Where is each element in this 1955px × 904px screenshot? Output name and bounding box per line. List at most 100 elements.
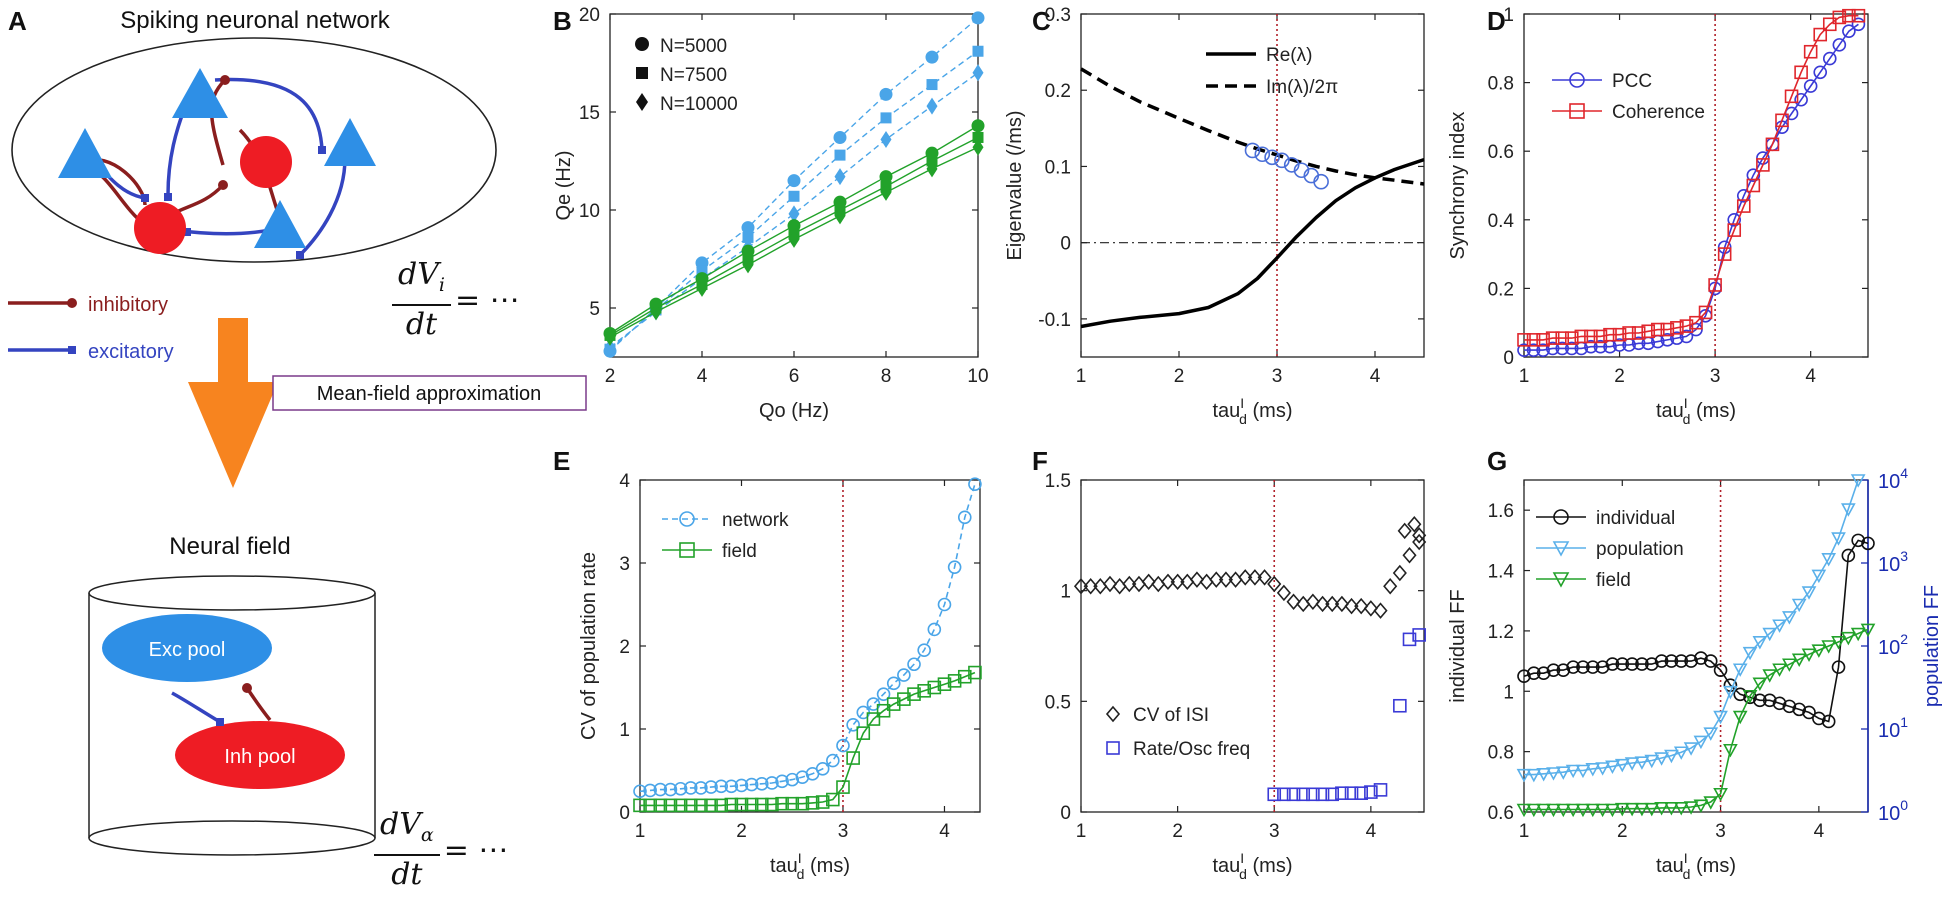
data-point [1654,654,1669,668]
data-point [1850,474,1866,488]
data-point [1791,653,1807,667]
legend-label: N=5000 [660,36,727,57]
data-point [856,726,871,740]
x-label-unit: (ms) [1690,855,1736,877]
data-point [1736,188,1751,203]
data-point [1717,247,1732,261]
data-point [1363,600,1378,617]
equation-fraction: dVi dt [392,258,451,342]
data-point [1841,548,1856,563]
data-point [1654,752,1669,766]
data-point [1313,173,1329,190]
equation-dv: dV [380,807,421,842]
legend-marker [1553,509,1569,525]
x-axis-label: tauI d (ms) [1656,395,1736,427]
exc-terminal [296,251,304,259]
y-axis-label: Qe (Hz) [553,151,575,221]
data-point [643,783,657,798]
x-label-subscript: d [1683,866,1691,882]
x-tick-label: 1 [1076,821,1087,842]
right-tick-base: 10 [1878,637,1900,659]
data-point [1595,803,1610,818]
series-network-line [639,483,976,793]
data-point [788,205,800,223]
panel-letter: D [1487,6,1506,36]
exc-pool [102,614,272,682]
legend-label: Coherence [1612,102,1705,123]
data-point [673,781,688,796]
data-point [704,780,718,794]
data-point [1713,710,1728,725]
data-point [880,112,892,124]
data-point [775,774,789,789]
data-point [1585,803,1601,818]
legend-marker [636,93,648,111]
data-point [633,798,647,813]
data-point [1831,636,1846,650]
data-point [1564,341,1579,356]
data-point [1742,689,1758,704]
data-point [1775,113,1789,128]
y-tick-label: 15 [579,103,600,124]
y-tick-label: 2 [619,637,630,658]
data-point [1218,571,1233,588]
neural-field-cylinder [88,575,376,856]
data-point [1546,803,1561,818]
y-tick-label: 0 [1503,348,1514,369]
right-y-axis-label: population FF [1921,585,1943,707]
x-tick-label: 3 [1269,821,1280,842]
data-point [972,64,984,82]
right-y-tick-label: 103 [1878,548,1908,576]
data-point [1812,711,1826,726]
data-point [1407,516,1422,533]
data-point [1732,663,1748,677]
data-point [650,303,662,321]
x-label-unit: (ms) [804,855,850,877]
x-tick-label: 2 [605,366,616,387]
field-inh-terminal [242,683,252,693]
y-tick-label: 10 [579,201,600,222]
data-point [1791,598,1807,613]
legend-marker [679,511,695,527]
data-point [1335,786,1349,800]
x-tick-label: 2 [1614,366,1625,387]
y-tick-label: 0.1 [1045,157,1071,178]
y-axis-label: Eigenvalue (/ms) [1004,110,1026,260]
right-tick-base: 10 [1878,720,1900,742]
data-point [1315,595,1330,613]
legend-marker [635,37,649,51]
legend-marker [1552,541,1570,557]
data-point [1516,803,1532,818]
y-tick-label: 1 [1503,5,1514,26]
data-point [683,781,698,795]
data-point [1373,783,1388,797]
data-point [1526,343,1541,357]
data-point [1679,329,1694,344]
data-point [1546,663,1561,677]
data-point [1831,532,1846,546]
y-tick-label: 5 [589,299,600,320]
data-point [1850,627,1866,642]
x-tick-label: 2 [1617,821,1628,842]
y-axis-label: Synchrony index [1447,112,1469,260]
data-point [696,279,708,297]
x-label-subscript: d [797,866,805,882]
data-point [1683,742,1699,756]
data-point [1603,327,1617,342]
data-point [765,797,779,812]
data-point [1851,17,1866,32]
data-point [876,687,891,701]
right-tick-exponent: 1 [1900,714,1908,730]
x-tick-label: 2 [1174,366,1185,387]
data-point [1821,714,1836,729]
data-point [880,183,892,201]
data-point [1660,333,1675,347]
data-point [1752,677,1768,692]
data-point [1238,569,1253,586]
data-point [1526,333,1541,347]
data-point [1762,627,1778,642]
x-tick-label: 4 [1814,821,1825,842]
data-point [694,781,708,795]
